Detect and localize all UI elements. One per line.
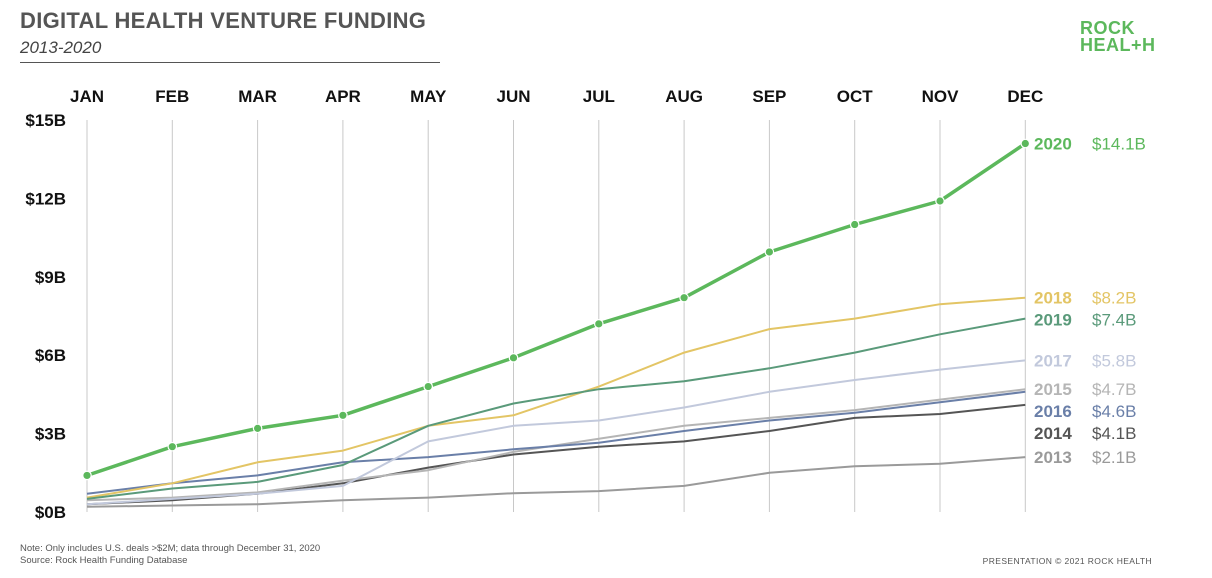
end-label-total-2015: $4.7B (1092, 380, 1136, 399)
end-label-year-2017: 2017 (1034, 351, 1072, 370)
month-label-oct: OCT (837, 87, 874, 106)
series-line-2020 (86, 142, 1027, 478)
series-line-2014 (86, 403, 1026, 506)
point-2020-apr (338, 410, 348, 421)
logo-line-2: HEAL+H (1080, 35, 1156, 55)
footnote: Note: Only includes U.S. deals >$2M; dat… (20, 543, 320, 567)
end-label-total-2018: $8.2B (1092, 289, 1136, 308)
series-line-2013 (86, 456, 1026, 508)
end-label-year-2019: 2019 (1034, 311, 1072, 330)
month-label-jul: JUL (583, 87, 615, 106)
end-label-total-2017: $5.8B (1092, 351, 1136, 370)
end-label-total-2014: $4.1B (1092, 424, 1136, 443)
y-tick-label: $3B (35, 425, 66, 444)
series-line-2016 (86, 390, 1026, 495)
y-axis-labels: $0B $3B $6B $9B $12B $15B (25, 111, 66, 522)
y-tick-label: $12B (25, 189, 66, 208)
point-2020-dec (1020, 138, 1031, 149)
month-label-mar: MAR (238, 87, 277, 106)
point-2020-jun (508, 353, 519, 363)
point-2020-may (423, 381, 433, 392)
point-2020-jan (82, 470, 92, 481)
series-line-2018 (86, 296, 1026, 499)
y-tick-label: $6B (35, 346, 66, 365)
end-label-total-2020: $14.1B (1092, 135, 1146, 154)
point-2020-jul (593, 319, 604, 329)
month-label-nov: NOV (922, 87, 960, 106)
rock-health-logo: ROCK HEAL+H (1080, 18, 1156, 55)
month-label-dec: DEC (1007, 87, 1043, 106)
month-label-sep: SEP (752, 87, 786, 106)
point-2020-mar (252, 423, 263, 434)
point-2020-nov (935, 196, 945, 206)
end-label-year-2015: 2015 (1034, 380, 1072, 399)
end-label-year-2018: 2018 (1034, 289, 1072, 308)
month-label-jan: JAN (70, 87, 104, 106)
grid-lines (86, 120, 1026, 512)
month-label-jun: JUN (496, 87, 530, 106)
point-2020-oct (849, 219, 860, 230)
series-lines (82, 138, 1031, 508)
month-labels: JAN FEB MAR APR MAY JUN JUL AUG SEP OCT NOV DEC (70, 87, 1043, 106)
series-end-labels: 2013 $2.1B 2014 $4.1B 2015 $4.7B 2016 $4.6B 2017… (1034, 135, 1146, 468)
chart-title: DIGITAL HEALTH VENTURE FUNDING (20, 8, 427, 33)
chart-subtitle: 2013-2020 (20, 38, 102, 57)
end-label-total-2019: $7.4B (1092, 311, 1136, 330)
series-line-2017 (86, 359, 1026, 506)
y-tick-label: $0B (35, 503, 66, 522)
footnote-source: Source: Rock Health Funding Database (20, 555, 188, 566)
end-label-year-2020: 2020 (1034, 135, 1072, 154)
end-label-total-2016: $4.6B (1092, 402, 1136, 421)
end-label-year-2013: 2013 (1034, 448, 1072, 467)
month-label-may: MAY (410, 87, 447, 106)
point-2020-aug (679, 292, 689, 303)
title-rule (20, 62, 440, 63)
point-2020-feb (167, 441, 178, 452)
y-tick-label: $15B (25, 111, 66, 130)
logo-line-1: ROCK (1080, 18, 1135, 38)
point-2020-sep (764, 247, 775, 257)
end-label-total-2013: $2.1B (1092, 448, 1136, 467)
end-label-year-2016: 2016 (1034, 402, 1072, 421)
month-label-apr: APR (325, 87, 361, 106)
footnote-note: Note: Only includes U.S. deals >$2M; dat… (20, 543, 321, 554)
y-tick-label: $9B (35, 268, 66, 287)
month-label-aug: AUG (665, 87, 703, 106)
end-label-year-2014: 2014 (1034, 424, 1072, 443)
month-label-feb: FEB (155, 87, 189, 106)
copyright: PRESENTATION © 2021 ROCK HEALTH (982, 556, 1152, 566)
series-line-2019 (86, 317, 1026, 500)
